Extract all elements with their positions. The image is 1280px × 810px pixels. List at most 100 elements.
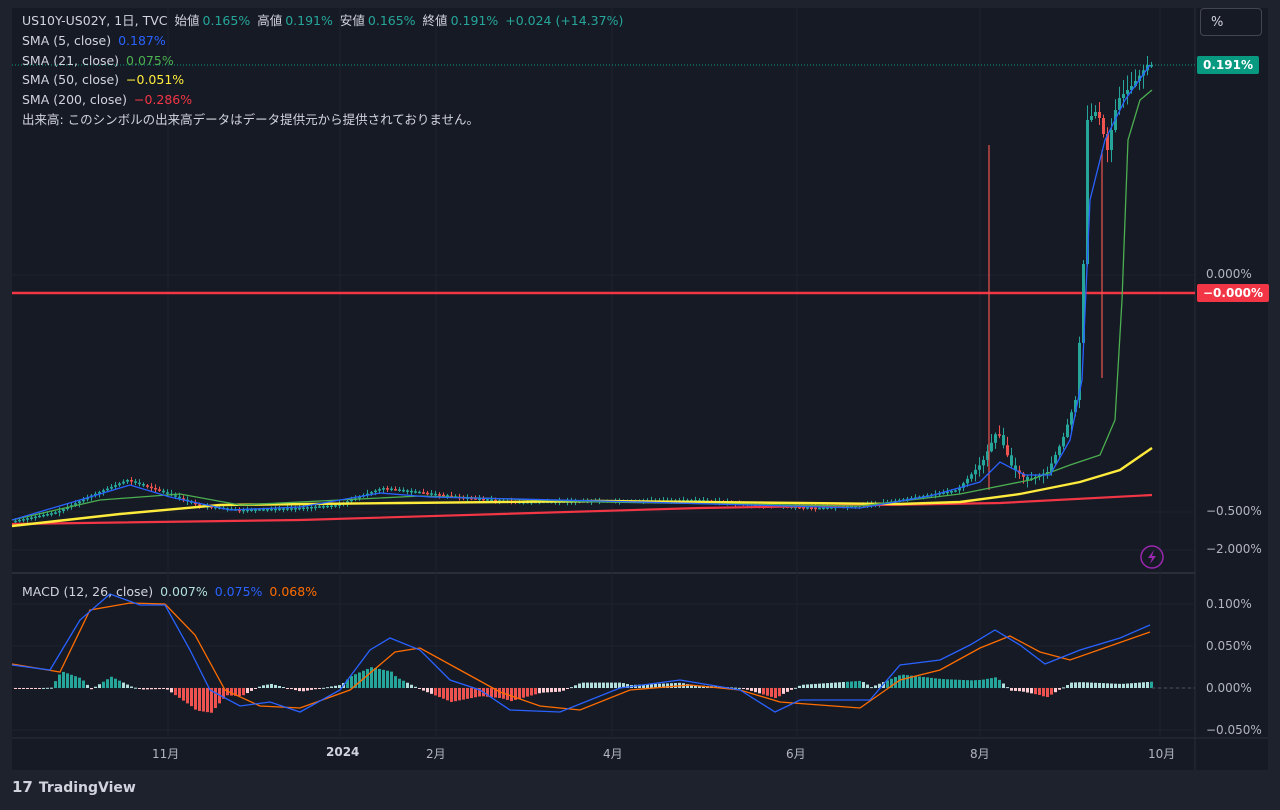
macd-histogram-bar — [762, 688, 765, 695]
macd-histogram-bar — [1030, 688, 1033, 694]
macd-histogram-bar — [162, 688, 165, 689]
sma50-legend[interactable]: SMA (50, close) −0.051% — [22, 70, 187, 90]
candle-body — [14, 520, 17, 523]
macd-histogram-bar — [18, 688, 21, 689]
macd-histogram-bar — [378, 668, 381, 688]
x-tick-aug: 8月 — [970, 747, 990, 761]
macd-legend[interactable]: MACD (12, 26, close) 0.007% 0.075% 0.068… — [22, 582, 320, 602]
sma5-value: 0.187% — [118, 33, 166, 48]
macd-histogram-bar — [694, 685, 697, 688]
candle-body — [78, 501, 81, 504]
candle-body — [106, 488, 109, 491]
candle-body — [398, 489, 401, 491]
macd-histogram-bar — [666, 683, 669, 688]
candle-body — [1134, 81, 1137, 86]
tv-logo-icon: 𝟭𝟳 — [12, 778, 33, 796]
x-tick-feb: 2月 — [426, 747, 446, 761]
x-tick-2024: 2024 — [326, 745, 360, 759]
candle-body — [806, 507, 809, 509]
macd-histogram-bar — [190, 688, 193, 707]
candle-body — [54, 512, 57, 514]
x-tick-jun: 6月 — [786, 747, 806, 761]
macd-histogram-bar — [542, 688, 545, 693]
candle-body — [814, 507, 817, 510]
sma5-legend[interactable]: SMA (5, close) 0.187% — [22, 31, 169, 51]
lightning-icon — [1140, 545, 1164, 569]
candle-body — [118, 483, 121, 486]
macd-histogram-bar — [134, 687, 137, 689]
macd-histogram-bar — [662, 683, 665, 688]
candle-body — [1098, 112, 1101, 118]
candle-body — [802, 507, 805, 509]
macd-histogram-bar — [154, 688, 157, 690]
macd-histogram-bar — [850, 681, 853, 688]
macd-histogram-bar — [526, 688, 529, 697]
candle-body — [210, 506, 213, 508]
macd-histogram-bar — [266, 684, 269, 688]
macd-histogram-bar — [798, 685, 801, 688]
candle-body — [370, 492, 373, 494]
macd-histogram-bar — [1082, 682, 1085, 688]
candle-body — [246, 509, 249, 512]
candle-body — [182, 498, 185, 500]
candle-body — [74, 503, 77, 506]
macd-histogram-bar — [30, 688, 33, 689]
candle-body — [1026, 476, 1029, 480]
macd-histogram-bar — [478, 688, 481, 697]
macd-histogram-bar — [538, 688, 541, 694]
macd-histogram-bar — [326, 687, 329, 689]
macd-histogram-bar — [570, 687, 573, 689]
candle-body — [30, 517, 33, 519]
macd-line — [11, 593, 1151, 713]
price-tick-2: −2.000% — [1206, 542, 1262, 556]
candle-body — [1014, 465, 1017, 471]
sma21-value: 0.075% — [126, 53, 174, 68]
macd-histogram-bar — [174, 688, 177, 696]
macd-histogram-bar — [886, 680, 889, 688]
candle-body — [942, 492, 945, 494]
candle-body — [302, 507, 305, 510]
macd-histogram-bar — [126, 684, 129, 688]
macd-histogram-bar — [138, 688, 141, 689]
percent-scale-button[interactable]: % — [1200, 8, 1262, 36]
candle-body — [102, 490, 105, 492]
macd-histogram-bar — [750, 688, 753, 691]
macd-histogram-bar — [514, 688, 517, 700]
macd-histogram-bar — [330, 686, 333, 688]
macd-histogram-bar — [582, 682, 585, 688]
macd-histogram-bar — [558, 688, 561, 692]
tradingview-logo[interactable]: 𝟭𝟳 TradingView — [12, 778, 136, 796]
open-value: 0.165% — [202, 13, 251, 28]
candle-body — [1106, 134, 1109, 150]
macd-histogram-bar — [334, 685, 337, 688]
macd-histogram-bar — [122, 682, 125, 688]
macd-histogram-bar — [910, 675, 913, 688]
macd-histogram-bar — [1146, 682, 1149, 688]
macd-histogram-bar — [942, 679, 945, 688]
candle-body — [242, 509, 245, 512]
macd-histogram-bar — [142, 688, 145, 690]
macd-histogram-bar — [934, 678, 937, 688]
macd-histogram-bar — [1102, 683, 1105, 688]
macd-histogram-bar — [906, 675, 909, 688]
candle-body — [1150, 65, 1153, 67]
macd-histogram-bar — [246, 688, 249, 694]
macd-histogram-bar — [370, 667, 373, 688]
macd-histogram-bar — [814, 683, 817, 688]
macd-histogram-bar — [826, 683, 829, 688]
macd-histogram-bar — [734, 687, 737, 689]
candle-body — [1082, 264, 1085, 343]
macd-histogram-bar — [690, 685, 693, 688]
candle-body — [298, 507, 301, 510]
macd-histogram-bar — [282, 687, 285, 689]
macd-histogram-bar — [22, 688, 25, 689]
macd-histogram-bar — [438, 688, 441, 698]
candle-body — [178, 496, 181, 499]
macd-histogram-bar — [498, 688, 501, 698]
sma200-legend[interactable]: SMA (200, close) −0.286% — [22, 90, 195, 110]
candle-body — [1070, 412, 1073, 425]
candle-body — [1122, 94, 1125, 98]
candle-body — [1006, 445, 1009, 456]
sma21-legend[interactable]: SMA (21, close) 0.075% — [22, 51, 177, 71]
